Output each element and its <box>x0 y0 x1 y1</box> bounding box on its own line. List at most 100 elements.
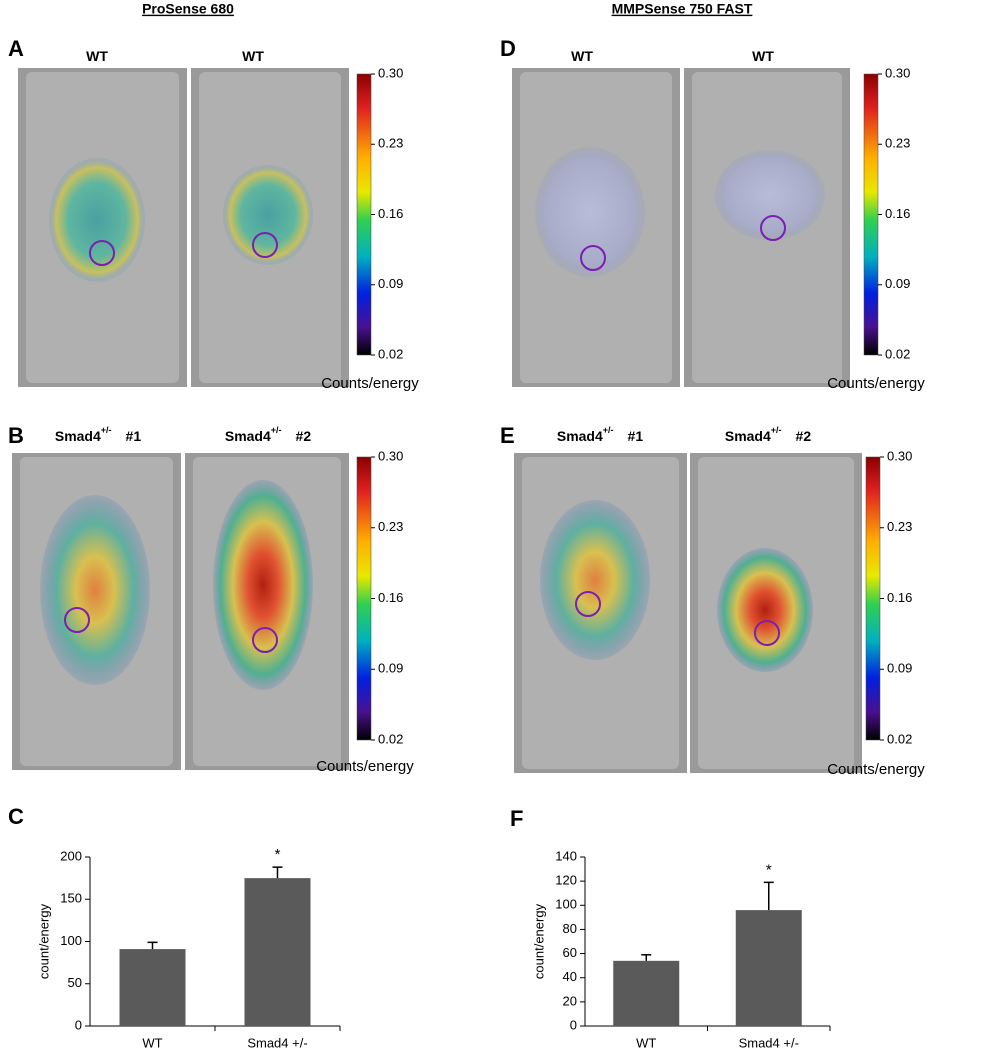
title-suffix: #1 <box>628 428 644 444</box>
title-text: WT <box>752 48 774 64</box>
bar <box>119 949 186 1026</box>
colorbar-tick-label: 0.02 <box>378 731 403 746</box>
image-title: Smad4+/- #2 <box>225 425 311 443</box>
colorbar-tick-label: 0.30 <box>378 65 403 80</box>
panel-letter: D <box>500 36 516 61</box>
title-text: WT <box>242 48 264 64</box>
roi-circle <box>754 620 780 646</box>
y-tick-label: 0 <box>570 1017 577 1032</box>
x-tick-label: WT <box>142 1035 162 1050</box>
image-title: Smad4+/- #2 <box>725 425 811 443</box>
colorbar-tick-label: 0.09 <box>378 276 403 291</box>
title-superscript: +/- <box>771 425 782 435</box>
colorbar-tick-label: 0.23 <box>887 519 912 534</box>
colorbar-label: Counts/energy <box>321 375 419 392</box>
roi-circle <box>64 607 90 633</box>
colorbar <box>865 456 881 741</box>
panel-letter: B <box>8 423 24 448</box>
signal-blob <box>535 147 645 277</box>
colorbar-tick-label: 0.23 <box>378 519 403 534</box>
y-tick-label: 60 <box>563 945 577 960</box>
y-tick-label: 20 <box>563 993 577 1008</box>
y-tick-label: 200 <box>60 848 82 863</box>
y-axis-label: count/energy <box>531 903 546 979</box>
colorbar-tick-label: 0.23 <box>378 136 403 151</box>
signal-blob <box>40 495 150 685</box>
panel-letter: C <box>8 804 24 829</box>
roi-circle <box>580 245 606 271</box>
colorbar-tick-label: 0.16 <box>378 590 403 605</box>
panel-letter: F <box>510 806 523 831</box>
column-title: ProSense 680 <box>142 1 234 17</box>
y-tick-label: 100 <box>60 933 82 948</box>
significance-mark: * <box>275 846 281 863</box>
y-tick-label: 120 <box>555 873 577 888</box>
roi-circle <box>89 240 115 266</box>
column-title: MMPSense 750 FAST <box>612 1 753 17</box>
signal-blob <box>49 158 145 282</box>
colorbar-tick-label: 0.16 <box>885 206 910 221</box>
colorbar-tick-label: 0.02 <box>885 346 910 361</box>
colorbar-tick-label: 0.09 <box>887 661 912 676</box>
signal-blob <box>717 548 813 672</box>
title-text: Smad4 <box>725 428 771 444</box>
colorbar-tick-label: 0.30 <box>887 448 912 463</box>
y-tick-label: 0 <box>75 1017 82 1032</box>
image-title: Smad4+/- #1 <box>557 425 643 443</box>
colorbar-tick-label: 0.02 <box>378 346 403 361</box>
signal-blob <box>223 165 313 265</box>
colorbar <box>356 456 372 741</box>
roi-circle <box>252 232 278 258</box>
colorbar-label: Counts/energy <box>827 375 925 392</box>
colorbar-tick-label: 0.09 <box>885 276 910 291</box>
colorbar-tick-label: 0.23 <box>885 136 910 151</box>
title-text: WT <box>86 48 108 64</box>
image-title: WT <box>242 48 264 64</box>
colorbar-label: Counts/energy <box>827 761 925 778</box>
colorbar-tick-label: 0.02 <box>887 731 912 746</box>
roi-circle <box>760 215 786 241</box>
image-title: WT <box>571 48 593 64</box>
bar <box>244 878 311 1026</box>
title-superscript: +/- <box>101 425 112 435</box>
colorbar-tick-label: 0.16 <box>887 590 912 605</box>
image-title: WT <box>752 48 774 64</box>
signal-blob <box>540 500 650 660</box>
y-tick-label: 80 <box>563 921 577 936</box>
bar <box>613 960 680 1026</box>
title-suffix: #2 <box>296 428 312 444</box>
x-tick-label: Smad4 +/- <box>739 1035 799 1050</box>
image-title: WT <box>86 48 108 64</box>
signal-blob <box>213 480 313 690</box>
y-tick-label: 50 <box>68 975 82 990</box>
image-title: Smad4+/- #1 <box>55 425 141 443</box>
x-tick-label: Smad4 +/- <box>247 1035 307 1050</box>
title-suffix: #1 <box>126 428 142 444</box>
y-tick-label: 150 <box>60 891 82 906</box>
colorbar-tick-label: 0.09 <box>378 661 403 676</box>
panel-letter: A <box>8 36 24 61</box>
colorbar-tick-label: 0.16 <box>378 206 403 221</box>
bar <box>735 910 802 1026</box>
colorbar-tick-label: 0.30 <box>885 65 910 80</box>
colorbar <box>356 73 372 356</box>
y-tick-label: 40 <box>563 969 577 984</box>
x-tick-label: WT <box>636 1035 656 1050</box>
y-axis-label: count/energy <box>36 903 51 979</box>
roi-circle <box>252 627 278 653</box>
colorbar-label: Counts/energy <box>316 758 414 775</box>
title-superscript: +/- <box>603 425 614 435</box>
significance-mark: * <box>766 861 772 878</box>
title-text: Smad4 <box>557 428 603 444</box>
signal-blob <box>715 150 825 240</box>
colorbar-tick-label: 0.30 <box>378 448 403 463</box>
title-text: Smad4 <box>225 428 271 444</box>
y-tick-label: 100 <box>555 897 577 912</box>
colorbar <box>863 73 879 356</box>
title-text: Smad4 <box>55 428 101 444</box>
title-text: WT <box>571 48 593 64</box>
y-tick-label: 140 <box>555 848 577 863</box>
panel-letter: E <box>500 423 515 448</box>
roi-circle <box>575 591 601 617</box>
